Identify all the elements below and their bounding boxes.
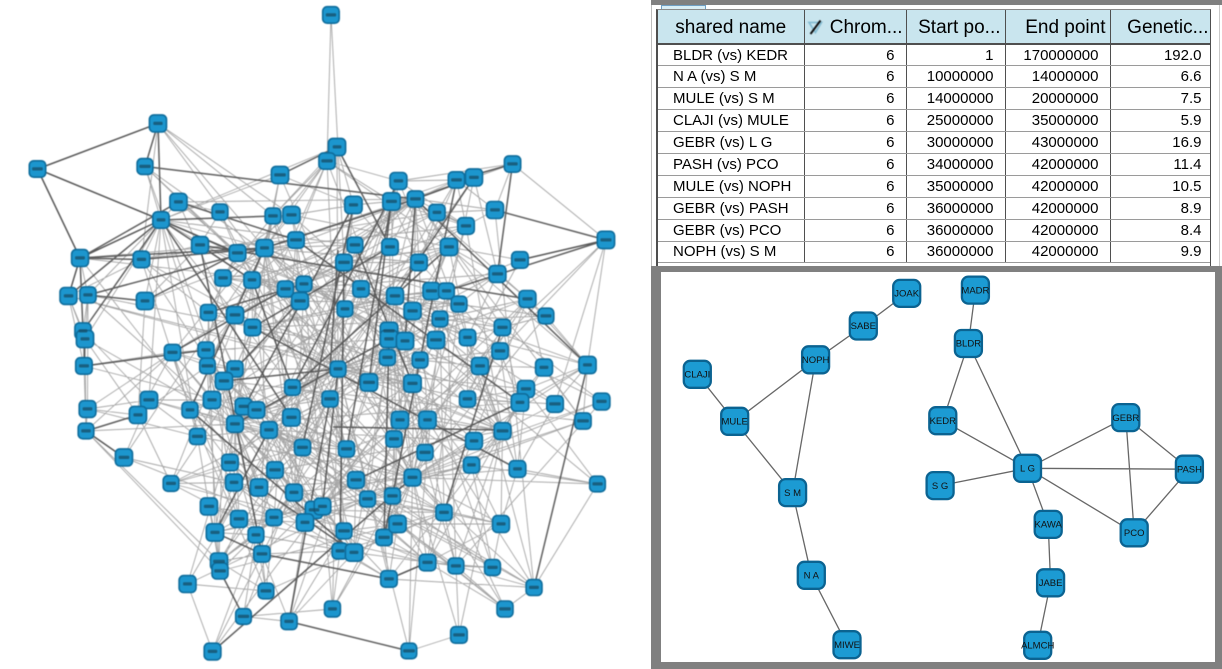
svg-text:KEDR: KEDR	[930, 416, 957, 427]
svg-text:PCO: PCO	[1124, 528, 1145, 539]
svg-text:S M: S M	[784, 488, 801, 499]
svg-text:GEBR: GEBR	[1112, 413, 1139, 424]
svg-text:N A: N A	[804, 571, 820, 582]
svg-text:BLDR: BLDR	[956, 339, 981, 350]
svg-text:CLAJI: CLAJI	[684, 370, 710, 381]
svg-text:KAWA: KAWA	[1035, 520, 1063, 531]
svg-text:MULE: MULE	[721, 417, 747, 428]
svg-text:S G: S G	[932, 481, 948, 492]
svg-text:L G: L G	[1020, 464, 1035, 475]
svg-text:JABE: JABE	[1039, 578, 1063, 589]
svg-text:SABE: SABE	[851, 321, 876, 332]
svg-text:MIWE: MIWE	[834, 640, 860, 651]
svg-text:NOPH: NOPH	[802, 355, 830, 366]
svg-text:JOAK: JOAK	[894, 289, 919, 300]
svg-text:PASH: PASH	[1177, 464, 1202, 475]
svg-text:ALMCH: ALMCH	[1021, 641, 1054, 652]
svg-text:MADR: MADR	[961, 285, 989, 296]
